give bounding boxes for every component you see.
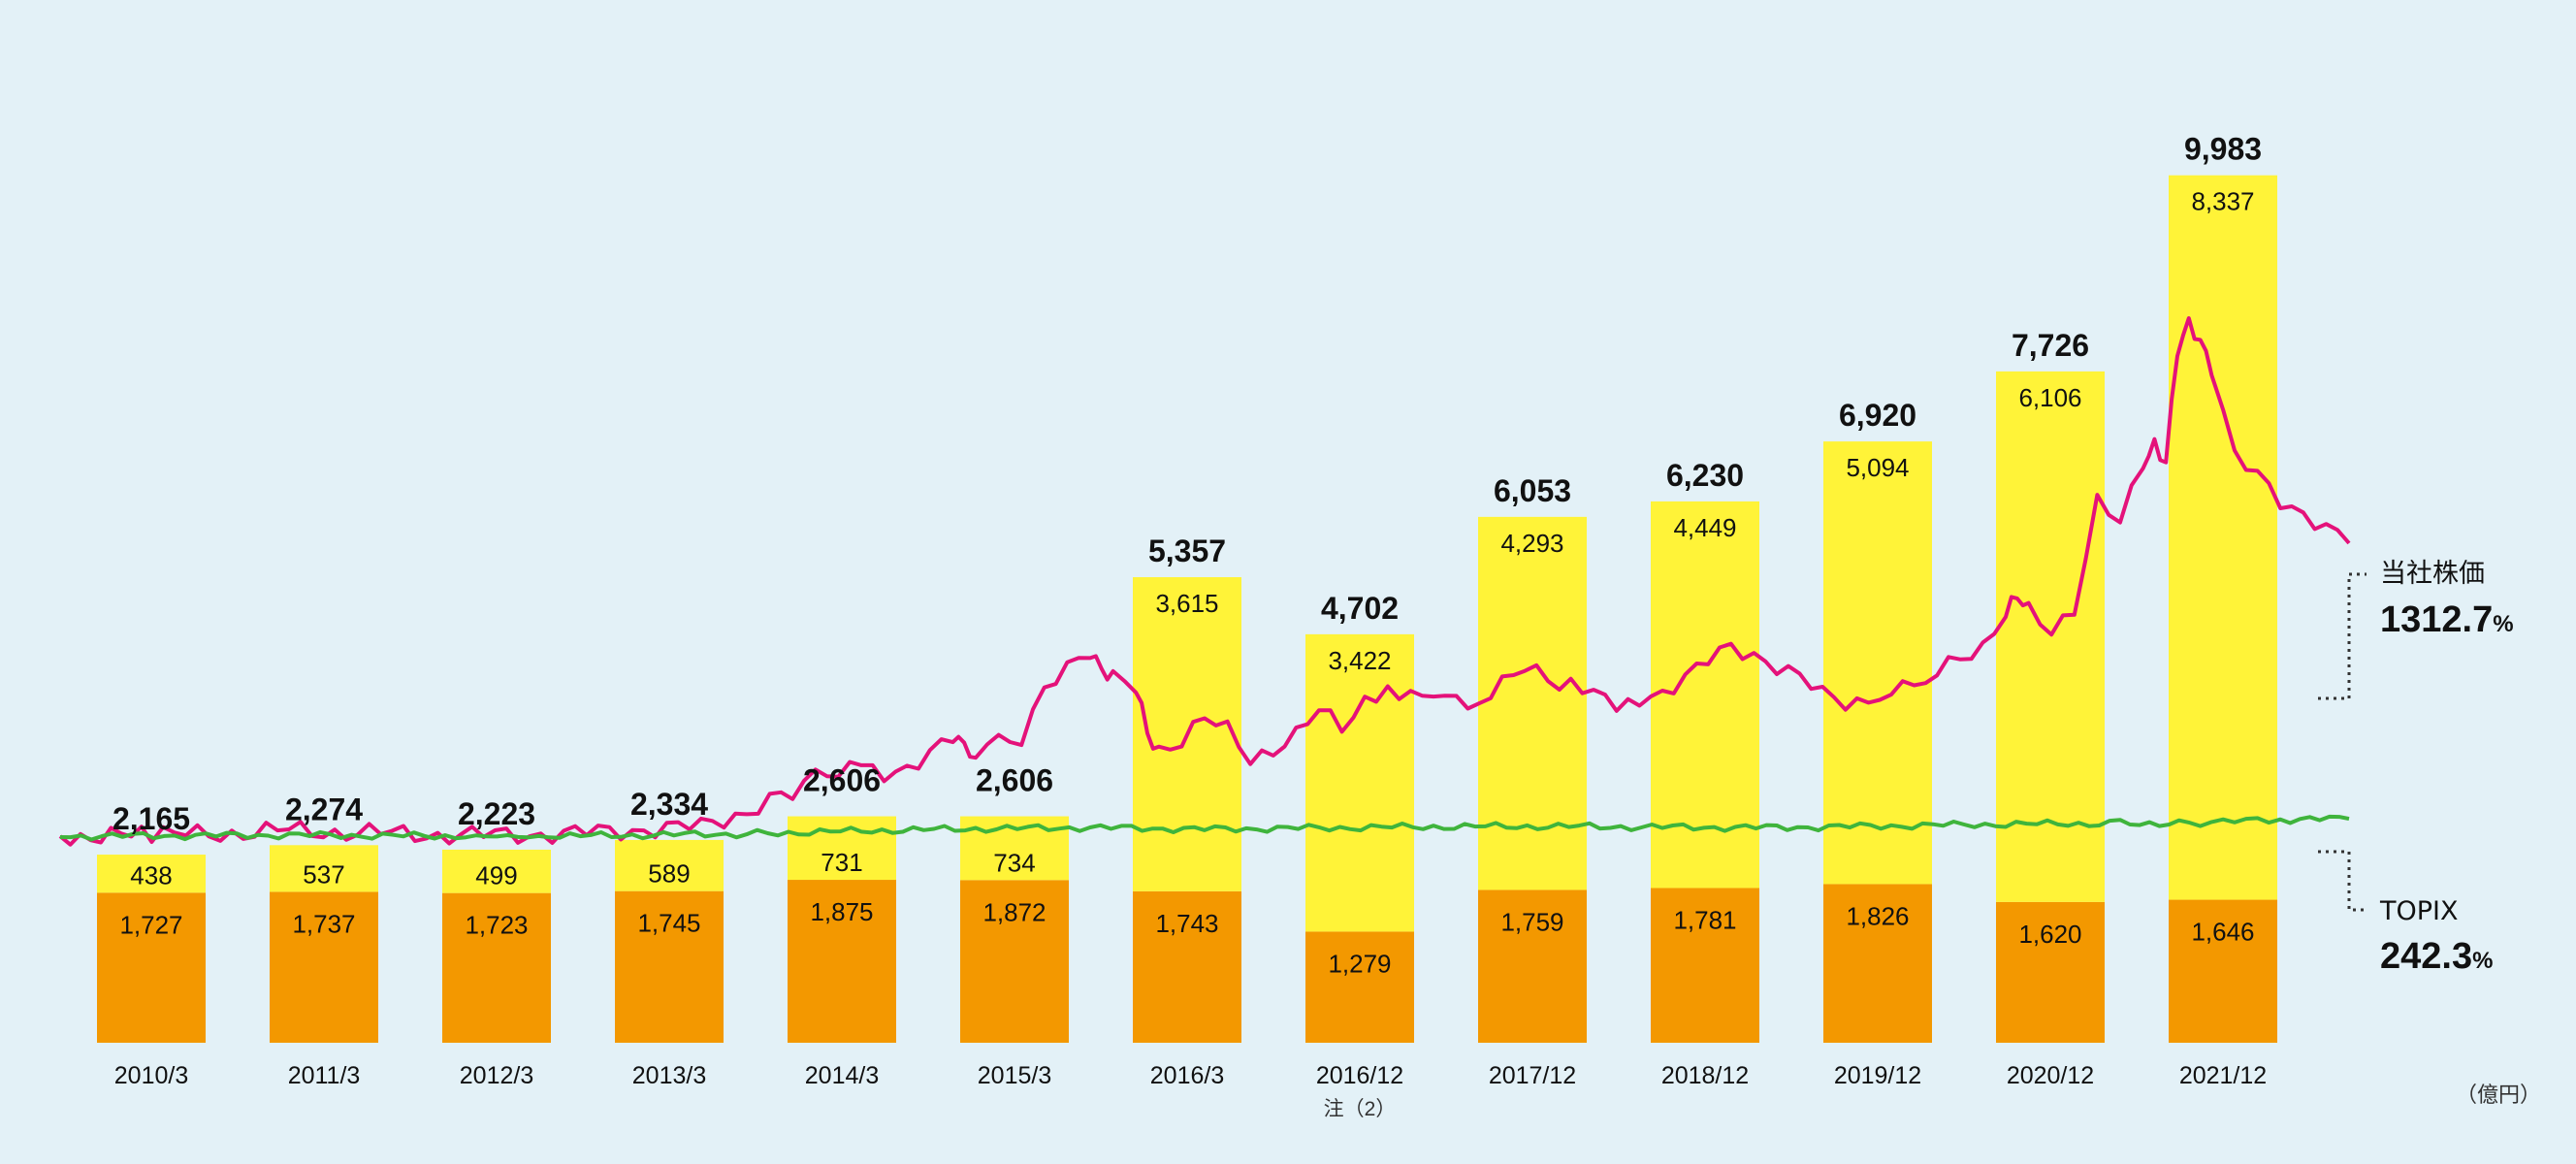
bar-upper-label: 4,449 [1673,513,1736,542]
bar-upper-label: 6,106 [2018,383,2081,412]
bar-upper [1305,633,1414,932]
x-tick-label: 2012/3 [460,1062,533,1089]
bar-lower [1823,884,1932,1043]
bar-lower [1996,901,2105,1043]
bar-upper [97,855,206,893]
bar-total-label: 9,983 [2184,132,2262,167]
bar-upper-label: 3,422 [1328,646,1391,675]
bar-upper-label: 731 [821,848,862,877]
x-tick-label: 2013/3 [632,1062,706,1089]
bar-upper [1823,441,1932,885]
x-tick-note: 注（2） [1324,1098,1397,1120]
lines [58,316,2351,847]
bar-total-label: 5,357 [1148,534,1226,568]
bar-lower [1133,890,1241,1043]
bar-upper-label: 4,293 [1500,529,1563,558]
x-tick-label: 2016/3 [1150,1062,1224,1089]
topix-line [59,814,2350,842]
x-tick-label: 2020/12 [2007,1062,2094,1089]
bar-total-label: 6,230 [1666,458,1744,493]
bar-total-label: 7,726 [2012,328,2089,363]
bar-lower [270,891,378,1043]
bar-upper-label: 5,094 [1846,453,1909,482]
bar-upper-label: 589 [648,859,690,889]
bar-lower [960,880,1069,1043]
legend-topix-connector [2318,850,2367,912]
bar-lower [615,890,724,1043]
bar-labels: 1,727 438 2,165 2010/3 1,737 537 2,274 2011/3 1,… [113,132,2267,1120]
bar-total-label: 2,274 [285,792,363,826]
bar-lower-label: 1,646 [2191,918,2254,947]
legend-stock-value: 1312.7% [2380,599,2514,640]
legend-topix-value: 242.3% [2380,936,2493,977]
unit-label: （億円） [2456,1083,2541,1108]
bar-upper [270,845,378,892]
x-tick-label: 2017/12 [1489,1062,1576,1089]
x-tick-label: 2016/12 [1316,1062,1403,1089]
x-tick-label: 2011/3 [288,1062,361,1089]
x-tick-label: 2018/12 [1661,1062,1749,1089]
bar-upper-label: 734 [993,848,1035,877]
x-tick-label: 2014/3 [805,1062,879,1089]
bar-total-label: 6,920 [1839,398,1916,433]
bar-lower-label: 1,872 [982,897,1046,926]
legend-stock: 当社株価 1312.7% [2318,559,2514,700]
bar-total-label: 2,223 [458,796,535,831]
bars [97,175,2277,1043]
bar-lower [97,892,206,1043]
bar-total-label: 2,334 [630,787,708,822]
bar-lower-label: 1,723 [465,911,528,940]
x-tick-label: 2019/12 [1834,1062,1921,1089]
bar-upper [442,849,551,893]
bar-total-label: 2,165 [113,801,190,836]
bar-lower-label: 1,826 [1846,901,1909,930]
bar-upper [615,839,724,891]
bar-lower [1305,931,1414,1043]
x-tick-label: 2015/3 [978,1062,1051,1089]
bar-upper [788,816,896,881]
bar-upper-label: 499 [475,861,517,890]
bar-lower-label: 1,737 [292,909,355,938]
bar-total-label: 2,606 [976,763,1053,798]
legend-topix: TOPIX 242.3% [2318,850,2493,977]
bar-upper [1996,371,2105,902]
bar-lower-label: 1,727 [119,910,182,939]
x-tick-label: 2010/3 [114,1062,188,1089]
bar-total-label: 4,702 [1321,591,1399,626]
bar-upper [2169,175,2277,900]
bar-upper-label: 438 [130,860,172,889]
bar-upper [1651,501,1759,889]
bar-lower-label: 1,759 [1500,907,1563,936]
bar-lower [1478,889,1587,1043]
bar-lower-label: 1,279 [1328,949,1391,978]
bar-lower-label: 1,620 [2018,920,2081,949]
bar-upper-label: 537 [303,859,344,889]
bar-lower-label: 1,781 [1673,905,1736,934]
bar-total-label: 6,053 [1494,473,1571,508]
bar-upper [1478,516,1587,890]
x-tick-label: 2021/12 [2179,1062,2267,1089]
bar-lower-label: 1,875 [810,897,873,926]
legend-stock-name: 当社株価 [2380,559,2485,589]
bar-lower-label: 1,743 [1155,909,1218,938]
bar-lower [2169,899,2277,1043]
bar-lower [442,892,551,1043]
legend-topix-name: TOPIX [2379,896,2459,926]
bar-upper-label: 8,337 [2191,187,2254,216]
stock-price-line [58,316,2351,847]
bar-lower [1651,888,1759,1043]
bar-lower-label: 1,745 [637,909,700,938]
legend-stock-connector [2318,572,2367,700]
bar-upper-label: 3,615 [1155,589,1218,618]
bar-total-label: 2,606 [803,763,881,798]
bar-lower [788,880,896,1043]
